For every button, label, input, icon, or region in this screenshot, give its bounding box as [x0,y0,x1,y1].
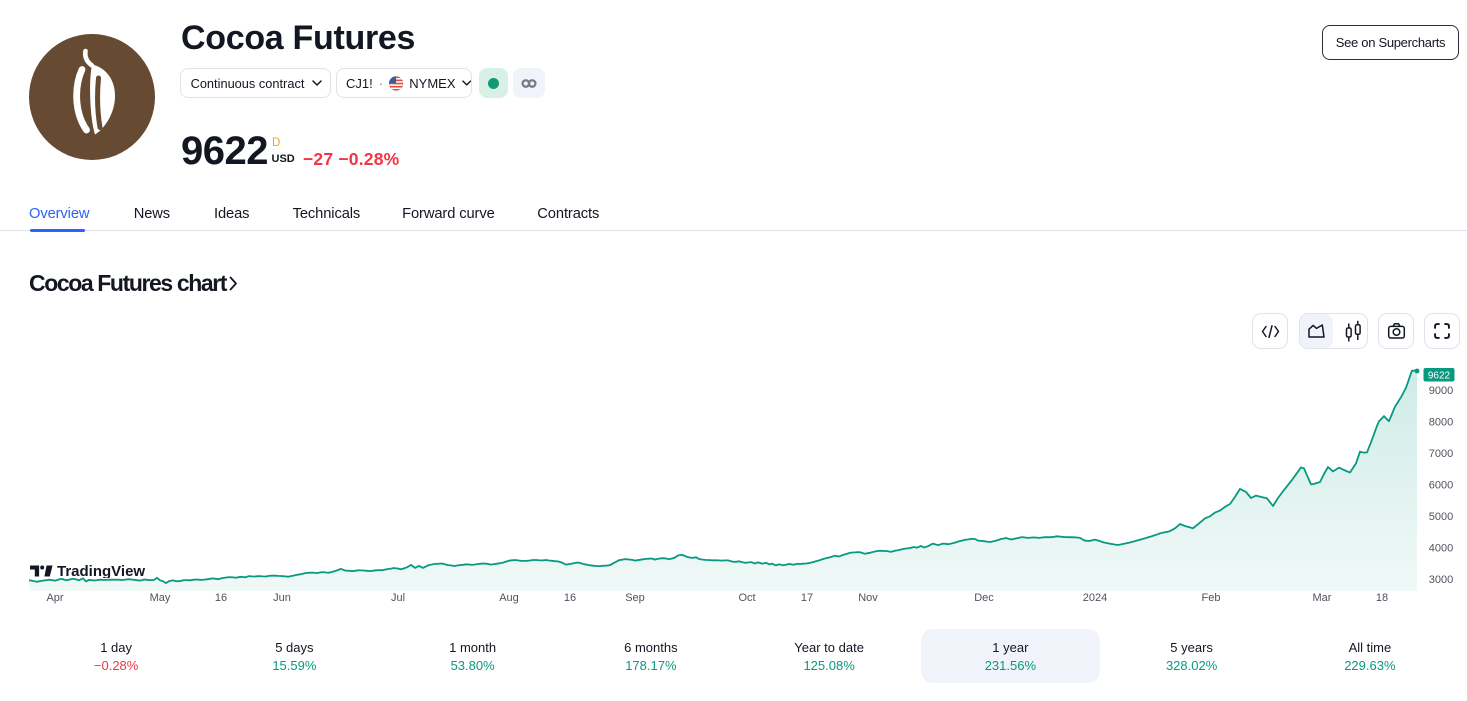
svg-text:Jun: Jun [273,592,291,604]
svg-text:9622: 9622 [1428,370,1451,381]
svg-text:Jul: Jul [391,592,405,604]
svg-text:Sep: Sep [625,592,645,604]
svg-text:Nov: Nov [858,592,878,604]
svg-text:May: May [150,592,171,604]
svg-text:7000: 7000 [1429,448,1453,460]
svg-text:TradingView: TradingView [57,564,145,578]
svg-text:18: 18 [1376,592,1388,604]
svg-text:6000: 6000 [1429,480,1453,492]
svg-text:Apr: Apr [46,592,63,604]
svg-text:Dec: Dec [974,592,994,604]
svg-text:16: 16 [215,592,227,604]
svg-text:8000: 8000 [1429,417,1453,429]
svg-text:Oct: Oct [738,592,755,604]
svg-text:Mar: Mar [1313,592,1332,604]
svg-text:16: 16 [564,592,576,604]
svg-text:9000: 9000 [1429,385,1453,397]
svg-text:3000: 3000 [1429,574,1453,586]
svg-text:Feb: Feb [1202,592,1221,604]
svg-text:17: 17 [801,592,813,604]
svg-text:2024: 2024 [1083,592,1107,604]
svg-text:4000: 4000 [1429,543,1453,555]
svg-text:5000: 5000 [1429,511,1453,523]
svg-text:Aug: Aug [499,592,519,604]
